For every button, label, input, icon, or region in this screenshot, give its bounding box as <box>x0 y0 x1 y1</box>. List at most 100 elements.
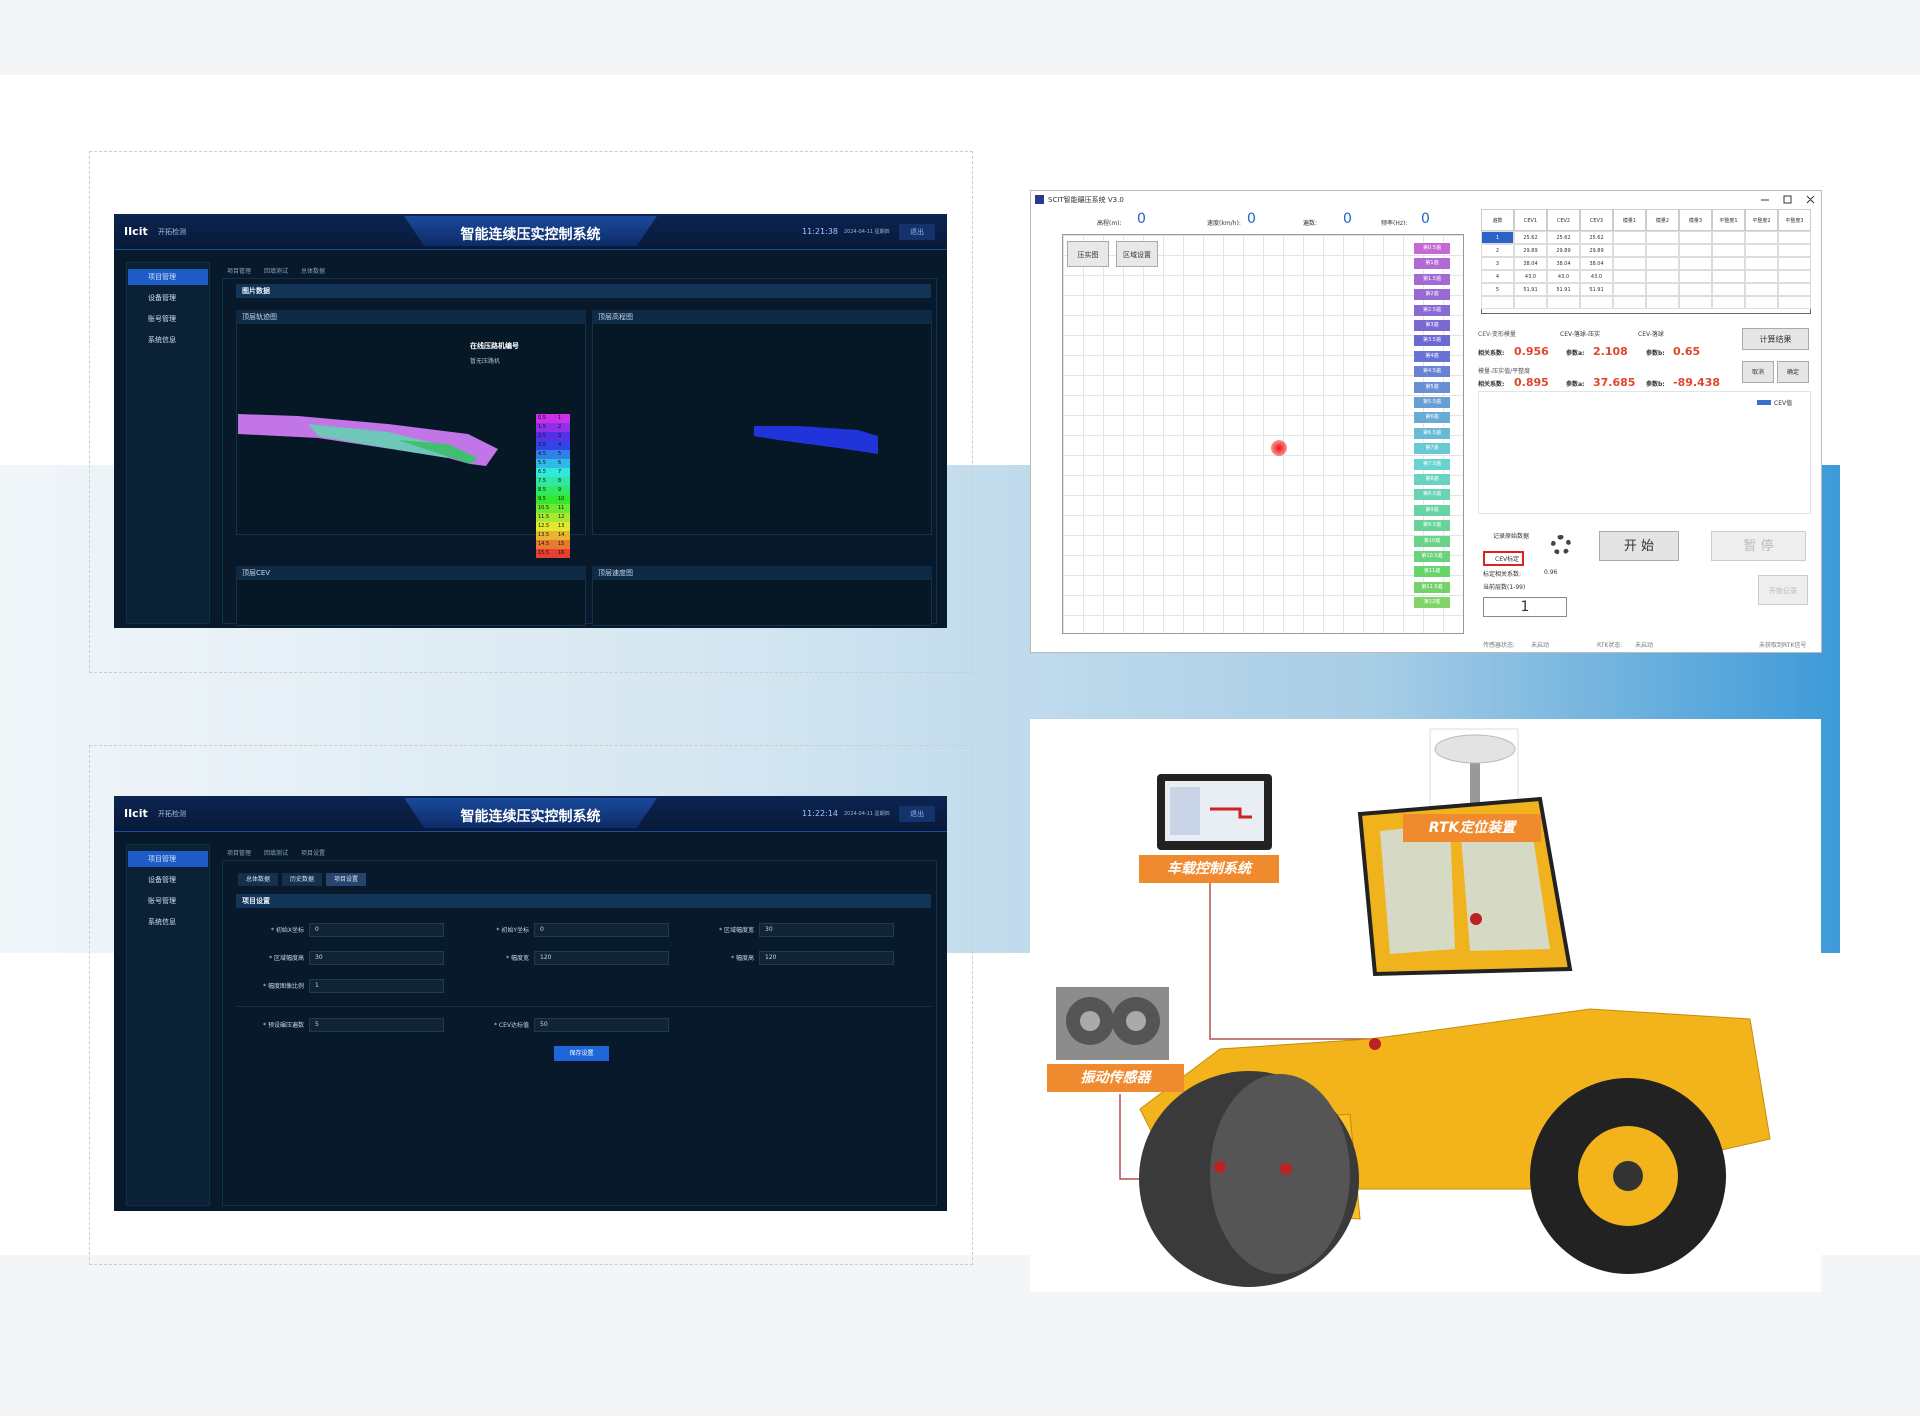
menu-item[interactable]: 账号管理 <box>148 315 176 323</box>
table-cell <box>1712 283 1745 296</box>
title-plate <box>404 216 657 246</box>
pass-chip[interactable]: 第2遍 <box>1414 289 1450 301</box>
field-input[interactable]: 120 <box>759 951 894 965</box>
software-window: SCIT智能碾压系统 V3.0 高程(m): 0 速度(km/h): 0 遍数: 0 频率(H… <box>1030 190 1822 653</box>
checkbox[interactable]: 记录原始数据 <box>1493 533 1530 540</box>
table-cell <box>1679 296 1712 309</box>
result-label: 参数a: <box>1566 381 1585 388</box>
menu-item[interactable]: 设备管理 <box>148 876 176 884</box>
panel-title: 顶层速度图 <box>592 566 932 580</box>
group-label: 模量-压实值/平整度 <box>1478 368 1531 375</box>
pass-chip[interactable]: 第5遍 <box>1414 381 1450 393</box>
pass-chip[interactable]: 第11遍 <box>1414 566 1450 578</box>
pass-chip[interactable]: 第5.5遍 <box>1414 397 1450 408</box>
table-cell: 38.04 <box>1547 257 1580 270</box>
field-input[interactable]: 120 <box>534 951 669 965</box>
table-cell: 29.89 <box>1547 244 1580 257</box>
menu-item[interactable]: 账号管理 <box>148 897 176 905</box>
menu-item[interactable]: 设备管理 <box>148 294 176 302</box>
tab[interactable]: 项目设置 <box>326 873 366 886</box>
layer-input[interactable]: 1 <box>1483 597 1567 617</box>
result-label: 相关系数: <box>1478 381 1505 388</box>
tab[interactable]: 历史数据 <box>282 873 322 886</box>
logout-button[interactable]: 退出 <box>899 806 935 822</box>
pass-chip[interactable]: 第3遍 <box>1414 320 1450 331</box>
table-cell: 51.91 <box>1547 283 1580 296</box>
shape <box>238 414 918 538</box>
stat-value: 0 <box>1421 211 1430 227</box>
field-label: * 幅度图像比例 <box>263 983 304 990</box>
stat-value: 0 <box>1247 211 1256 227</box>
logout-button[interactable]: 退出 <box>899 224 935 240</box>
pass-chip[interactable]: 第8.5遍 <box>1414 489 1450 501</box>
table-header: 模量3 <box>1679 209 1712 231</box>
table-cell <box>1613 270 1646 283</box>
pass-chip[interactable]: 第11.5遍 <box>1414 581 1450 593</box>
calc-button[interactable]: 计算结果 <box>1742 328 1809 350</box>
pass-chip[interactable]: 第10.5遍 <box>1414 551 1450 562</box>
legend-swatch <box>536 423 570 432</box>
pass-chip[interactable]: 第1.5遍 <box>1414 273 1450 285</box>
pass-chip[interactable]: 第12遍 <box>1414 597 1450 609</box>
table-cell <box>1646 283 1679 296</box>
legend-swatch <box>536 495 570 504</box>
tab[interactable]: 总体数据 <box>238 873 278 886</box>
table-cell <box>1613 296 1646 309</box>
tool-button[interactable]: 压实图 <box>1067 241 1109 267</box>
logo: IIcit <box>124 807 148 820</box>
field-input[interactable]: 5 <box>309 1018 444 1032</box>
cancel-button[interactable]: 取消 <box>1742 361 1774 383</box>
pass-chip[interactable]: 第3.5遍 <box>1414 335 1450 347</box>
legend-label: CEV值 <box>1774 400 1793 407</box>
field-input[interactable]: 1 <box>309 979 444 993</box>
pass-chip[interactable]: 第8遍 <box>1414 474 1450 485</box>
pass-chip[interactable]: 第4遍 <box>1414 350 1450 362</box>
menu-item[interactable]: 项目管理 <box>128 269 208 285</box>
screen-top: IIcit 开拓检测 智能连续压实控制系统 11:21:38 2024-04-11 星期… <box>114 214 947 628</box>
radio[interactable]: CEV-落球 <box>1638 331 1664 338</box>
ok-button[interactable]: 确定 <box>1777 361 1809 383</box>
pass-chip[interactable]: 第9.5遍 <box>1414 520 1450 532</box>
field-input[interactable]: 0 <box>309 923 444 937</box>
table-header: CEV3 <box>1580 209 1613 231</box>
field-input[interactable]: 30 <box>309 951 444 965</box>
radio[interactable]: CEV-落球-压实 <box>1560 331 1601 338</box>
callout-label: 振动传感器 <box>1047 1064 1184 1092</box>
legend-to: 13 <box>558 523 565 529</box>
pass-chip[interactable]: 第7.5遍 <box>1414 458 1450 470</box>
pass-chip[interactable]: 第7遍 <box>1414 443 1450 455</box>
menu-item[interactable]: 项目管理 <box>128 851 208 867</box>
save-button[interactable]: 保存设置 <box>554 1046 609 1061</box>
sidebar <box>126 262 210 624</box>
field-input[interactable]: 50 <box>534 1018 669 1032</box>
pass-chip[interactable]: 第10遍 <box>1414 535 1450 547</box>
table-cell <box>1613 257 1646 270</box>
legend-to: 8 <box>558 478 562 484</box>
checkbox[interactable]: CEV标定 <box>1483 551 1525 566</box>
field-input[interactable]: 30 <box>759 923 894 937</box>
table-header: 平整度3 <box>1778 209 1811 231</box>
pass-chip[interactable]: 第0.5遍 <box>1414 243 1450 254</box>
pass-chip[interactable]: 第6遍 <box>1414 412 1450 424</box>
legend-swatch <box>536 549 570 558</box>
pass-chip[interactable]: 第9遍 <box>1414 504 1450 516</box>
result-value: 2.108 <box>1593 345 1628 358</box>
legend-from: 1.5 <box>538 424 546 430</box>
pause-button[interactable]: 暂 停 <box>1711 531 1806 561</box>
legend-to: 16 <box>558 550 565 556</box>
pass-chip[interactable]: 第4.5遍 <box>1414 366 1450 378</box>
pass-chip[interactable]: 第6.5遍 <box>1414 427 1450 439</box>
brand: 开拓检测 <box>158 228 186 236</box>
menu-item[interactable]: 系统信息 <box>148 918 176 926</box>
status-text: 未启动 <box>1635 642 1654 649</box>
stat-label: 速度(km/h): <box>1207 220 1241 227</box>
tool-button[interactable]: 区域设置 <box>1116 241 1158 267</box>
menu-item[interactable]: 系统信息 <box>148 336 176 344</box>
start-button[interactable]: 开 始 <box>1599 531 1679 561</box>
record-button[interactable]: 开始记录 <box>1758 575 1808 605</box>
pass-chip[interactable]: 第2.5遍 <box>1414 304 1450 316</box>
field-input[interactable]: 0 <box>534 923 669 937</box>
pass-chip[interactable]: 第1遍 <box>1414 258 1450 270</box>
table-cell <box>1547 296 1580 309</box>
stat-label: 频率(Hz): <box>1381 220 1408 227</box>
